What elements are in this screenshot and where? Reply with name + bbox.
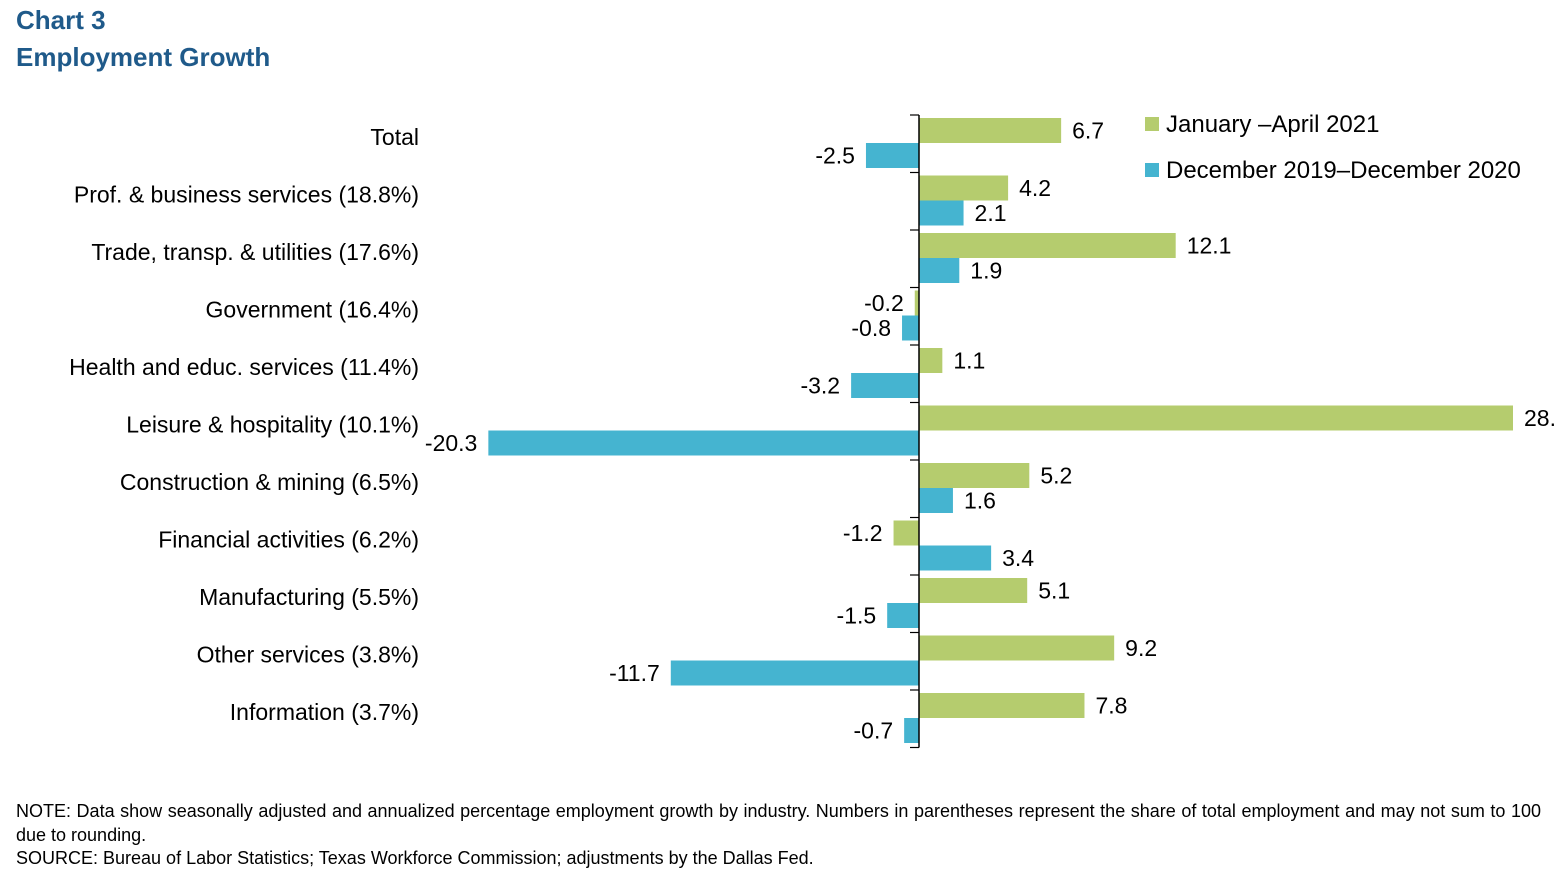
data-label: 6.7 (1072, 118, 1104, 144)
chart-title: Chart 3 (16, 5, 106, 35)
category-label: Health and educ. services (11.4%) (69, 354, 419, 380)
bar-dec2019-dec2020 (919, 258, 960, 283)
bar-dec2019-dec2020 (488, 430, 919, 456)
bar-jan-apr-2021 (893, 520, 919, 546)
bar-dec2019-dec2020 (887, 603, 919, 628)
bar-jan-apr-2021 (919, 233, 1176, 258)
bar-dec2019-dec2020 (919, 200, 964, 226)
data-label: 1.6 (964, 488, 996, 514)
category-label: Construction & mining (6.5%) (120, 469, 419, 495)
bar-dec2019-dec2020 (865, 143, 919, 168)
data-label: 5.1 (1038, 578, 1070, 604)
data-label: -0.7 (854, 718, 894, 744)
data-label: 2.1 (975, 200, 1007, 226)
data-label: -0.8 (851, 315, 891, 341)
bar-dec2019-dec2020 (919, 545, 992, 571)
data-label: -0.2 (864, 290, 904, 316)
bar-dec2019-dec2020 (904, 718, 919, 743)
chart-notes: NOTE: Data show seasonally adjusted and … (16, 800, 1541, 871)
data-label: 4.2 (1019, 175, 1051, 201)
bar-dec2019-dec2020 (919, 488, 953, 513)
bar-jan-apr-2021 (919, 348, 943, 373)
data-label: -1.5 (837, 603, 877, 629)
data-label: 9.2 (1125, 635, 1157, 661)
data-label: 1.1 (953, 348, 985, 374)
chart-titles: Chart 3 Employment Growth (16, 2, 270, 76)
bar-jan-apr-2021 (919, 578, 1028, 603)
category-label: Trade, transp. & utilities (17.6%) (91, 239, 419, 265)
category-label: Government (16.4%) (206, 297, 419, 323)
data-label: -20.3 (425, 430, 477, 456)
bar-jan-apr-2021 (919, 693, 1085, 718)
category-label: Prof. & business services (18.8%) (74, 182, 419, 208)
bar-jan-apr-2021 (919, 175, 1009, 201)
legend-label: January –April 2021 (1166, 111, 1379, 138)
data-label: -3.2 (800, 373, 840, 399)
bar-dec2019-dec2020 (902, 315, 919, 341)
note-text: NOTE: Data show seasonally adjusted and … (16, 801, 1541, 845)
category-label: Leisure & hospitality (10.1%) (126, 412, 419, 438)
data-label: 5.2 (1040, 463, 1072, 489)
category-label: Other services (3.8%) (197, 642, 419, 668)
data-label: 12.1 (1187, 233, 1232, 259)
legend-swatch (1145, 117, 1159, 131)
bar-jan-apr-2021 (919, 635, 1115, 661)
category-label: Information (3.7%) (230, 699, 419, 725)
bar-jan-apr-2021 (919, 405, 1513, 431)
chart-subtitle: Employment Growth (16, 42, 271, 72)
legend-label: December 2019–December 2020 (1166, 157, 1521, 184)
category-label: Manufacturing (5.5%) (199, 584, 419, 610)
bar-dec2019-dec2020 (851, 373, 919, 398)
data-label: 3.4 (1002, 545, 1034, 571)
bar-jan-apr-2021 (919, 463, 1030, 488)
data-label: 1.9 (970, 258, 1002, 284)
data-label: -2.5 (815, 143, 855, 169)
bar-dec2019-dec2020 (670, 660, 919, 686)
data-label: -11.7 (609, 660, 660, 686)
legend-swatch (1145, 163, 1159, 177)
bar-jan-apr-2021 (914, 290, 919, 316)
category-label: Financial activities (6.2%) (158, 527, 419, 553)
bar-chart: Total 6.7 -2.5 Prof. & business services (1… (69, 111, 1556, 749)
data-label: 7.8 (1095, 693, 1127, 719)
source-text: SOURCE: Bureau of Labor Statistics; Texa… (16, 848, 814, 868)
bar-jan-apr-2021 (919, 118, 1062, 143)
data-label: -1.2 (843, 520, 883, 546)
data-label: 28.0 (1524, 405, 1556, 431)
category-label: Total (370, 124, 419, 150)
